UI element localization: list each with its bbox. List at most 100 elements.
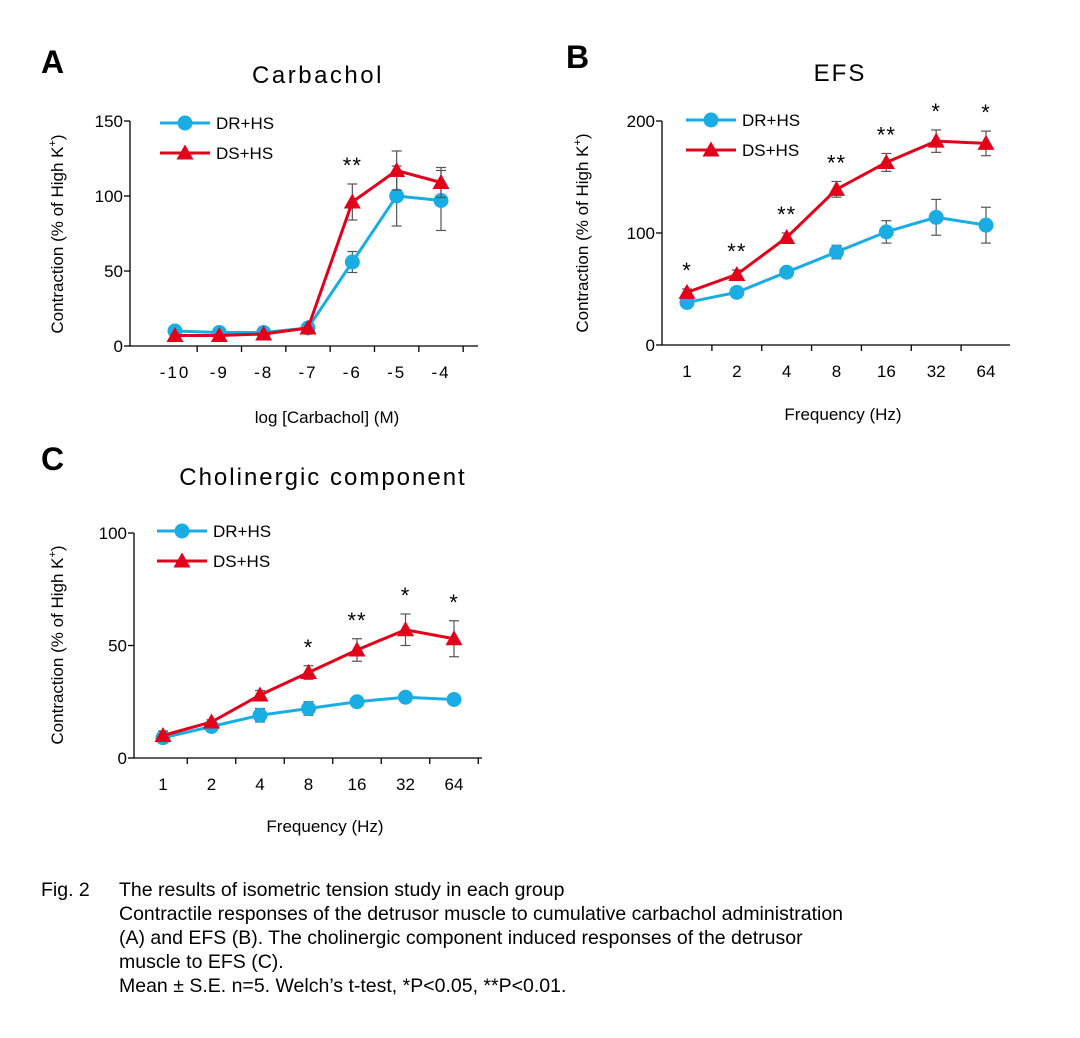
data-point xyxy=(446,692,462,707)
x-tick-label: 16 xyxy=(348,775,367,794)
significance-label: ** xyxy=(347,608,366,633)
data-point xyxy=(977,134,995,150)
data-point xyxy=(778,228,796,244)
significance-label: ** xyxy=(777,202,796,227)
x-tick-label: 1 xyxy=(682,362,691,381)
legend-marker xyxy=(173,552,191,568)
data-point xyxy=(251,686,269,702)
x-axis-label: log [Carbachol] (M) xyxy=(255,408,400,427)
data-point xyxy=(878,224,894,240)
x-tick-label: -5 xyxy=(387,363,406,382)
data-point xyxy=(927,132,945,148)
x-tick-label: 8 xyxy=(304,775,313,794)
data-point xyxy=(343,193,361,209)
data-point xyxy=(203,713,220,729)
caption-label: Fig. 2 xyxy=(41,879,90,901)
x-tick-label: -6 xyxy=(343,363,362,382)
data-point xyxy=(398,689,413,705)
caption-line: muscle to EFS (C). xyxy=(119,951,284,973)
significance-label: ** xyxy=(877,122,896,147)
x-tick-label: 8 xyxy=(832,362,841,381)
y-axis-label-sup: + xyxy=(47,551,59,557)
x-tick-label: -10 xyxy=(160,363,191,382)
figure-caption: Fig. 2 The results of isometric tension … xyxy=(41,878,1071,998)
significance-label: ** xyxy=(827,150,846,175)
legend-marker xyxy=(176,144,194,160)
legend-marker xyxy=(174,523,190,539)
data-point xyxy=(433,193,449,208)
y-axis-label: Contraction (% of High K+) xyxy=(572,133,592,332)
significance-label: * xyxy=(401,583,411,608)
y-tick-label: 50 xyxy=(108,637,127,656)
y-axis-label-main: Contraction (% of High K xyxy=(48,557,67,745)
y-axis-label-close: ) xyxy=(48,134,67,140)
data-point xyxy=(166,327,184,342)
x-tick-label: 64 xyxy=(977,362,996,381)
data-point xyxy=(388,162,406,177)
data-point xyxy=(728,265,746,281)
legend-label: DR+HS xyxy=(216,114,274,133)
chart-title: EFS xyxy=(814,60,867,87)
x-tick-label: 2 xyxy=(207,775,216,794)
legend-marker xyxy=(702,141,720,157)
data-point xyxy=(349,694,365,710)
series-dr-hs xyxy=(167,165,449,340)
y-axis-label-main: Contraction (% of High K xyxy=(48,146,67,334)
series-ds-hs xyxy=(166,150,450,342)
panel-label: C xyxy=(41,441,64,477)
y-axis-label: Contraction (% of High K+) xyxy=(47,134,67,333)
data-point xyxy=(779,264,795,280)
y-tick-label: 100 xyxy=(99,524,127,543)
data-point xyxy=(255,325,273,341)
panel-label: B xyxy=(566,39,589,75)
y-tick-label: 0 xyxy=(114,337,123,356)
y-axis-label-sup: + xyxy=(47,140,59,146)
significance-label: * xyxy=(981,100,991,125)
y-axis-label-main: Contraction (% of High K xyxy=(573,145,592,333)
chart-panel-b: B EFS 0 100 200 1 2 4 8 16 32 64 Frequency (Hz) Contr… xyxy=(566,39,1010,424)
x-tick-label: -9 xyxy=(210,363,229,382)
series-dr-hs xyxy=(679,198,994,310)
data-point xyxy=(210,327,228,342)
y-tick-label: 50 xyxy=(104,262,123,281)
legend-label: DR+HS xyxy=(742,111,800,130)
y-axis-label-close: ) xyxy=(48,545,67,551)
data-point xyxy=(154,727,172,742)
x-tick-label: -8 xyxy=(254,363,273,382)
x-tick-label: 2 xyxy=(732,362,741,381)
y-tick-label: 100 xyxy=(95,187,123,206)
x-axis-label: Frequency (Hz) xyxy=(784,405,901,424)
chart-panel-c: C Cholinergic component 0 50 100 1 2 4 8 16 32 64 Fr… xyxy=(41,441,482,836)
x-tick-label: 16 xyxy=(877,362,896,381)
data-point xyxy=(978,217,994,233)
data-point xyxy=(928,209,944,225)
series-ds-hs xyxy=(154,613,463,742)
x-tick-label: 32 xyxy=(927,362,946,381)
y-tick-label: 0 xyxy=(646,336,655,355)
caption-line: Mean ± S.E. n=5. Welch’s t-test, *P<0.05… xyxy=(119,975,567,997)
data-point xyxy=(432,174,450,189)
significance-label: * xyxy=(931,99,941,124)
x-tick-label: 1 xyxy=(158,775,167,794)
y-axis-label-sup: + xyxy=(572,139,584,145)
data-point xyxy=(389,188,405,204)
y-tick-label: 150 xyxy=(95,112,123,131)
data-point xyxy=(729,284,745,300)
significance-label: ** xyxy=(727,239,746,264)
data-point xyxy=(829,244,844,260)
y-axis-label-close: ) xyxy=(573,133,592,139)
data-point xyxy=(299,319,317,335)
x-tick-label: -7 xyxy=(298,363,317,382)
legend-label: DR+HS xyxy=(213,522,271,541)
significance-label: * xyxy=(304,635,314,660)
data-point xyxy=(300,664,317,679)
x-tick-label: 4 xyxy=(255,775,264,794)
legend-label: DS+HS xyxy=(216,144,273,163)
data-point xyxy=(828,180,845,196)
x-axis-label: Frequency (Hz) xyxy=(266,817,383,836)
significance-label: * xyxy=(682,258,692,283)
series-line xyxy=(174,194,442,334)
x-tick-label: 4 xyxy=(782,362,791,381)
y-tick-label: 100 xyxy=(627,224,655,243)
